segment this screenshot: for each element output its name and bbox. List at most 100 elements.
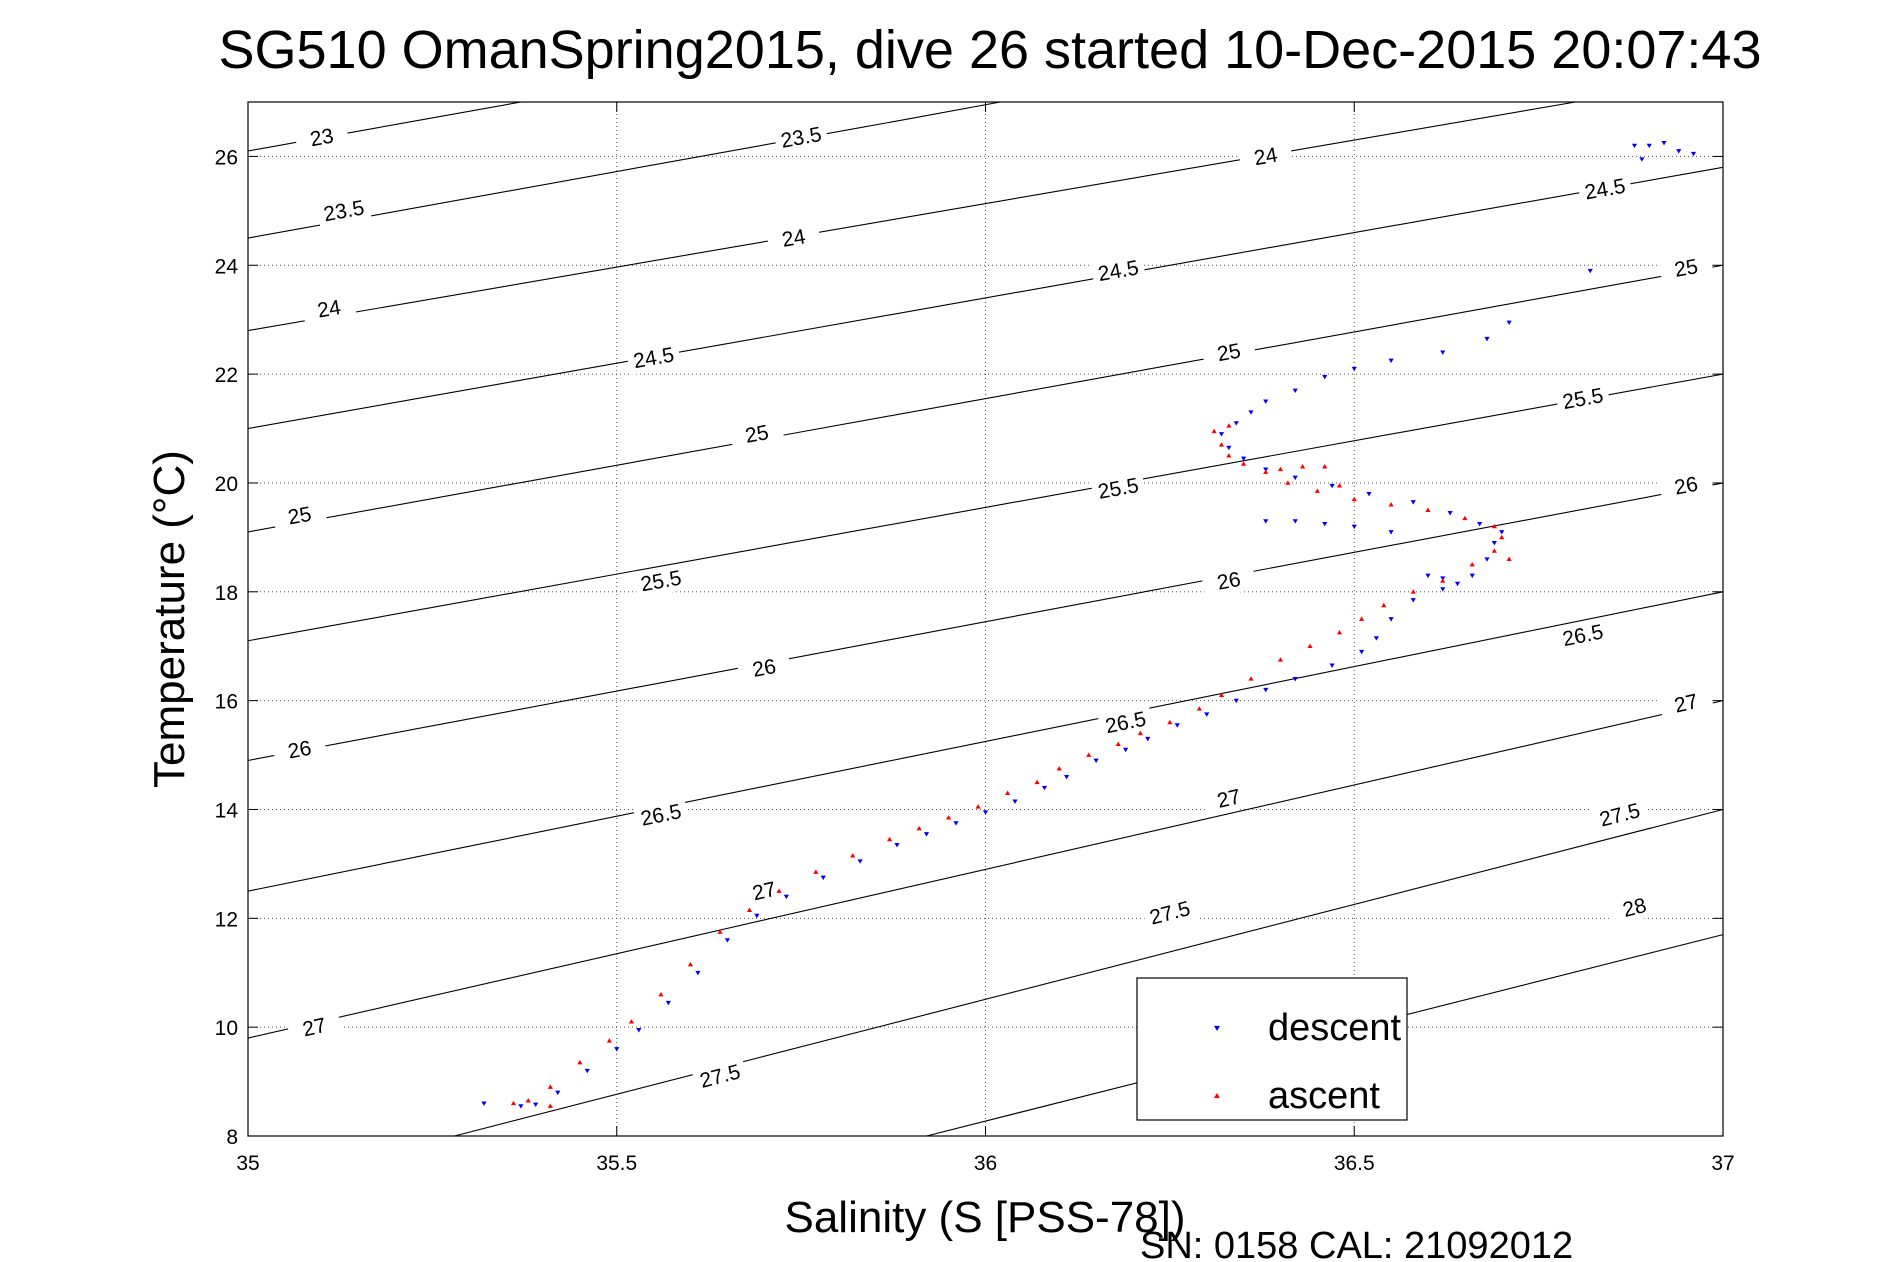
ascent-point [577, 1059, 583, 1065]
contour-line [247, 700, 1724, 1039]
contour-label-mask [293, 119, 350, 155]
contour-label: 28 [1620, 894, 1648, 922]
contour-label-mask [1097, 704, 1154, 741]
ascent-point [1285, 480, 1291, 485]
ascent-point [1218, 442, 1225, 447]
contour-label-mask [633, 563, 689, 599]
contour-label: 27 [1215, 785, 1243, 813]
axis-ticks: 35 35.5 36 36.5 37 8 10 12 14 16 18 20 22 24 26 [215, 102, 1735, 1175]
contour-label-mask [1554, 381, 1611, 417]
contour-label-mask [1090, 470, 1147, 506]
contour-label-mask [271, 732, 328, 768]
contour-label-mask [1200, 780, 1258, 818]
descent-point [783, 894, 789, 900]
contour-label-mask [1200, 334, 1257, 370]
descent-point [1484, 336, 1490, 342]
ascent-point [887, 836, 893, 842]
descent-point [1454, 581, 1461, 587]
ascent-point [1336, 483, 1343, 488]
ascent-point [1167, 719, 1173, 725]
contour-label: 26 [1673, 473, 1700, 500]
contour-label-mask [315, 193, 372, 229]
ascent-point [1469, 561, 1475, 567]
contour-label-mask [632, 797, 690, 833]
contour-label-mask [301, 291, 357, 327]
ascent-point [813, 869, 819, 874]
contour-label-mask [1200, 563, 1257, 599]
x-axis-label: Salinity (S [PSS-78]) [784, 1193, 1185, 1242]
ascent-point [1314, 488, 1320, 493]
descent-point [1351, 524, 1357, 530]
descent-point [1263, 519, 1269, 524]
contour-label: 25 [286, 503, 313, 530]
x-tick-label: 36.5 [1334, 1152, 1375, 1175]
ascent-point [1211, 428, 1217, 434]
ascent-point [776, 888, 782, 893]
y-tick-label: 10 [215, 1017, 238, 1040]
contour-label: 26 [1215, 568, 1242, 595]
descent-point [1263, 687, 1269, 693]
descent-point [1292, 475, 1298, 481]
y-tick-label: 20 [215, 473, 238, 496]
descent-point [1440, 587, 1446, 592]
contour-line [454, 808, 1724, 1137]
legend-marker-ascent [1214, 1093, 1220, 1099]
ascent-point [1218, 692, 1225, 698]
descent-point [1241, 456, 1247, 462]
descent-point [1631, 143, 1638, 149]
ascent-point [1034, 779, 1040, 785]
descent-point [953, 821, 959, 826]
descent-point [1233, 421, 1239, 426]
y-tick-label: 24 [215, 255, 239, 278]
y-tick-label: 8 [226, 1126, 238, 1149]
ascent-point [1300, 464, 1306, 469]
legend-label-ascent: ascent [1268, 1075, 1380, 1117]
descent-point [1587, 268, 1593, 274]
y-tick-label: 26 [215, 146, 238, 169]
ascent-point [1307, 643, 1313, 649]
contour-label-mask [1554, 617, 1611, 654]
ascent-point [658, 991, 664, 997]
ascent-point [975, 804, 981, 809]
contour-label: 27 [301, 1014, 329, 1042]
contour-label: 26 [286, 737, 313, 764]
ascent-point [1196, 706, 1202, 711]
contour-line [247, 373, 1724, 642]
y-tick-label: 22 [215, 364, 238, 387]
ascent-point [1491, 523, 1497, 529]
contour-label-mask [1658, 250, 1715, 286]
descent-point [1012, 799, 1018, 804]
x-tick-label: 35 [236, 1152, 259, 1175]
ascent-point [1226, 453, 1232, 458]
descent-point [894, 843, 900, 848]
descent-point [1292, 519, 1298, 524]
descent-point [1388, 358, 1394, 364]
ascent-point [1359, 616, 1365, 621]
descent-point [1204, 712, 1210, 717]
descent-point [636, 1028, 642, 1033]
descent-point [1322, 375, 1328, 380]
descent-point [1093, 758, 1099, 764]
ascent-point [1056, 766, 1062, 771]
ascent-point [1336, 630, 1343, 635]
descent-point [1292, 388, 1298, 394]
ascent-point [1499, 534, 1505, 540]
descent-point [1661, 140, 1667, 146]
descent-point [584, 1068, 590, 1074]
descent-point [1491, 540, 1497, 546]
descent-point [754, 913, 760, 919]
contour-label: 27 [1672, 690, 1700, 718]
descent-point [1477, 521, 1483, 527]
legend-label-descent: descent [1268, 1007, 1402, 1049]
ascent-point [1226, 423, 1232, 428]
ascent-point [547, 1084, 553, 1089]
legend-box [1136, 977, 1408, 1121]
contour-label: 27 [750, 878, 778, 906]
ascent-point [606, 1038, 612, 1043]
contour-line [247, 264, 1724, 533]
ascent-point [1388, 502, 1394, 507]
grid-lines [248, 102, 1723, 1136]
descent-point [1410, 598, 1416, 603]
ascent-point [1351, 496, 1357, 502]
contour-label-mask [271, 498, 328, 534]
